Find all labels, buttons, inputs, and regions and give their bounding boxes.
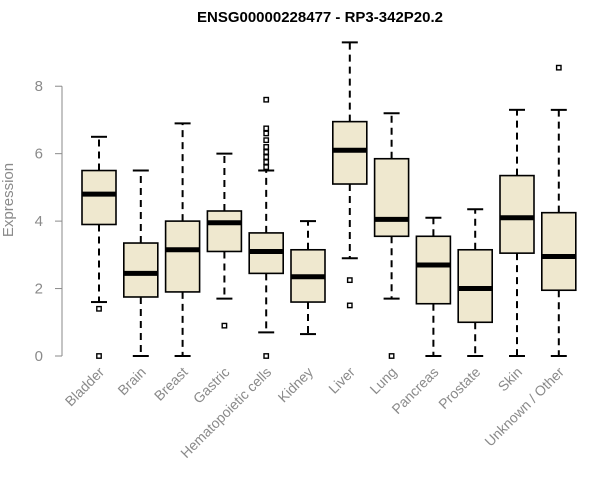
- y-tick-label: 2: [35, 281, 43, 298]
- box-hematopoietic-cells: [248, 96, 284, 359]
- x-category-label: Kidney: [275, 364, 317, 406]
- box-iqr: [206, 210, 243, 253]
- outlier-point: [263, 125, 270, 132]
- boxes-group: [81, 41, 577, 359]
- x-category-label: Skin: [495, 364, 526, 395]
- box-iqr: [331, 120, 368, 185]
- box-iqr: [164, 220, 201, 293]
- y-axis: 0 2 4 6 8: [35, 78, 63, 365]
- box-bladder: [81, 135, 117, 359]
- box-breast: [164, 122, 201, 357]
- x-category-label: Liver: [325, 364, 358, 397]
- box-kidney: [290, 220, 326, 336]
- outlier-point: [346, 302, 353, 309]
- outlier-point: [263, 149, 270, 155]
- outlier-point: [263, 137, 270, 144]
- y-tick-label: 6: [35, 146, 43, 163]
- y-axis-label: Expression: [0, 163, 17, 237]
- y-tick-label: 4: [35, 213, 43, 230]
- outlier-point: [96, 353, 102, 359]
- outlier-point: [263, 154, 270, 160]
- box-iqr: [457, 248, 494, 324]
- box-iqr: [81, 169, 117, 226]
- box-prostate: [457, 208, 494, 357]
- x-category-label: Lung: [366, 364, 399, 397]
- box-gastric: [206, 152, 243, 329]
- x-category-label: Prostate: [435, 364, 483, 412]
- outlier-point: [346, 277, 353, 284]
- box-liver: [331, 41, 368, 309]
- box-skin: [499, 108, 535, 357]
- outlier-point: [555, 64, 562, 71]
- x-category-label: Unknown / Other: [481, 364, 567, 450]
- box-iqr: [499, 174, 535, 254]
- x-category-label: Breast: [151, 364, 191, 404]
- x-category-label: Bladder: [62, 364, 108, 410]
- box-iqr: [123, 242, 159, 298]
- box-unknown-other: [540, 64, 577, 357]
- outlier-point: [96, 305, 102, 312]
- outlier-point: [263, 159, 270, 165]
- outlier-point: [263, 96, 270, 103]
- box-iqr: [415, 235, 452, 305]
- outlier-point: [263, 353, 270, 359]
- outlier-point: [263, 144, 270, 150]
- y-tick-label: 8: [35, 78, 43, 95]
- y-tick-label: 0: [35, 348, 43, 365]
- box-iqr: [540, 211, 577, 292]
- outlier-point: [263, 164, 270, 171]
- box-iqr: [373, 157, 410, 238]
- box-lung: [373, 112, 410, 359]
- box-pancreas: [415, 216, 452, 357]
- box-brain: [123, 169, 159, 357]
- outlier-point: [388, 353, 395, 359]
- x-category-label: Brain: [114, 364, 148, 398]
- outlier-point: [221, 322, 228, 329]
- chart-title: ENSG00000228477 - RP3-342P20.2: [197, 9, 443, 26]
- outlier-point: [263, 130, 270, 137]
